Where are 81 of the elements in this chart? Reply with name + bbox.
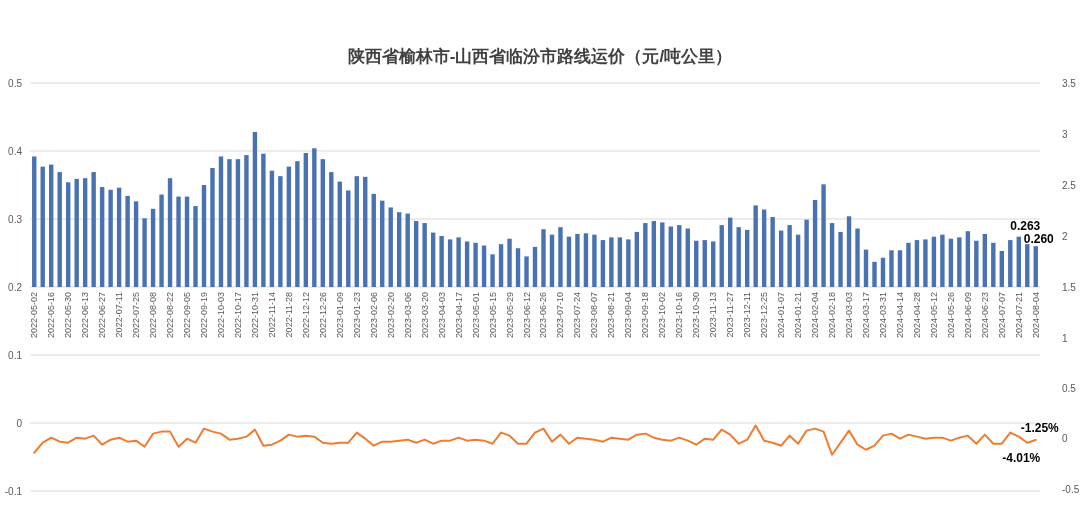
data-label: -1.25% (1020, 420, 1060, 435)
x-tick-label: 2023-06-12 (521, 292, 532, 339)
x-tick-label: 2022-06-27 (97, 292, 108, 339)
y2-tick-label: 0.5 (1062, 382, 1077, 394)
x-tick-label: 2024-03-17 (861, 292, 872, 339)
x-tick-label: 2023-01-23 (351, 292, 362, 339)
x-tick-label: 2024-06-09 (962, 292, 973, 339)
x-tick-label: 2023-03-06 (402, 292, 413, 339)
x-tick-label: 2022-08-08 (148, 292, 159, 339)
x-tick-label: 2022-08-22 (165, 292, 176, 339)
x-tick-label: 2022-07-25 (131, 292, 142, 339)
x-tick-label: 2023-09-18 (640, 292, 651, 339)
x-tick-label: 2022-10-31 (249, 292, 260, 339)
x-tick-label: 2024-02-04 (810, 292, 821, 339)
y2-tick-label: 0 (1062, 433, 1068, 445)
x-tick-label: 2022-09-05 (182, 292, 193, 339)
x-tick-label: 2023-04-17 (453, 292, 464, 339)
x-tick-label: 2023-05-15 (487, 292, 498, 339)
x-tick-label: 2023-02-20 (385, 292, 396, 339)
y2-tick-label: 2 (1062, 230, 1068, 242)
x-tick-label: 2024-06-23 (979, 292, 990, 339)
y-tick-label: 0.2 (8, 281, 23, 293)
x-tick-label: 2023-10-30 (691, 292, 702, 339)
x-tick-label: 2022-12-26 (317, 292, 328, 339)
x-tick-label: 2024-05-26 (945, 292, 956, 339)
x-tick-label: 2024-03-03 (844, 292, 855, 339)
x-tick-label: 2023-07-10 (555, 292, 566, 339)
x-tick-label: 2022-06-13 (80, 292, 91, 339)
x-tick-label: 2023-11-27 (725, 292, 736, 338)
y-tick-label: 0.5 (8, 77, 23, 89)
x-tick-label: 2023-05-01 (470, 292, 481, 339)
x-tick-label: 2024-02-18 (827, 292, 838, 339)
y-tick-label: 0 (16, 417, 23, 429)
x-tick-label: 2023-04-03 (436, 292, 447, 339)
x-tick-label: 2024-03-31 (877, 292, 888, 339)
x-tick-label: 2024-07-21 (1013, 292, 1024, 339)
y2-tick-label: 3 (1062, 128, 1068, 140)
x-tick-label: 2023-10-02 (657, 292, 668, 339)
x-tick-label: 2024-04-14 (894, 292, 905, 339)
x-tick-label: 2022-11-28 (283, 292, 294, 338)
data-label: 0.260 (1023, 232, 1055, 247)
x-tick-label: 2024-01-07 (776, 292, 787, 339)
y2-tick-label: 2.5 (1062, 179, 1077, 191)
x-tick-label: 2022-05-16 (46, 292, 57, 339)
x-tick-label: 2022-05-30 (63, 292, 74, 339)
y-tick-label: 0.3 (8, 213, 23, 225)
x-tick-label: 2022-10-03 (215, 292, 226, 339)
data-label: -4.01% (1002, 450, 1041, 465)
x-tick-label: 2022-11-14 (266, 292, 277, 338)
x-tick-label: 2023-05-29 (504, 292, 515, 339)
x-tick-label: 2024-08-04 (1030, 292, 1041, 339)
x-tick-label: 2024-01-21 (793, 292, 804, 339)
x-tick-label: 2022-12-12 (300, 292, 311, 339)
y2-tick-label: 1 (1062, 332, 1068, 344)
y-tick-label: 0.1 (8, 349, 23, 361)
x-tick-label: 2022-05-02 (29, 292, 40, 339)
y-tick-label: -0.1 (4, 485, 23, 497)
x-tick-label: 2023-01-09 (334, 292, 345, 339)
x-tick-label: 2022-10-17 (232, 292, 243, 339)
x-tick-label: 2023-12-25 (759, 292, 770, 339)
y2-tick-label: 3.5 (1062, 77, 1077, 89)
x-tick-label: 2023-06-26 (538, 292, 549, 339)
y2-tick-label: 1.5 (1062, 281, 1077, 293)
x-tick-label: 2023-09-04 (623, 292, 634, 339)
x-tick-label: 2024-04-28 (911, 292, 922, 339)
x-tick-label: 2023-08-21 (606, 292, 617, 339)
data-label: 0.263 (1010, 219, 1041, 234)
x-tick-label: 2023-03-20 (419, 292, 430, 339)
x-tick-label: 2024-07-07 (996, 292, 1007, 339)
x-tick-label: 2024-05-12 (928, 292, 939, 339)
x-tick-label: 2023-12-11 (742, 292, 753, 338)
x-tick-label: 2023-02-06 (368, 292, 379, 339)
x-tick-label: 2023-10-16 (674, 292, 685, 339)
x-tick-label: 2022-07-11 (114, 292, 125, 338)
x-tick-label: 2023-07-24 (572, 292, 583, 339)
x-tick-label: 2023-08-07 (589, 292, 600, 339)
x-tick-label: 2022-09-19 (198, 292, 209, 339)
x-tick-label: 2023-11-13 (708, 292, 719, 338)
chart-title: 陕西省榆林市-山西省临汾市路线运价（元/吨公里） (347, 47, 733, 66)
y2-tick-label: -0.5 (1062, 483, 1080, 495)
y-tick-label: 0.4 (8, 145, 23, 157)
